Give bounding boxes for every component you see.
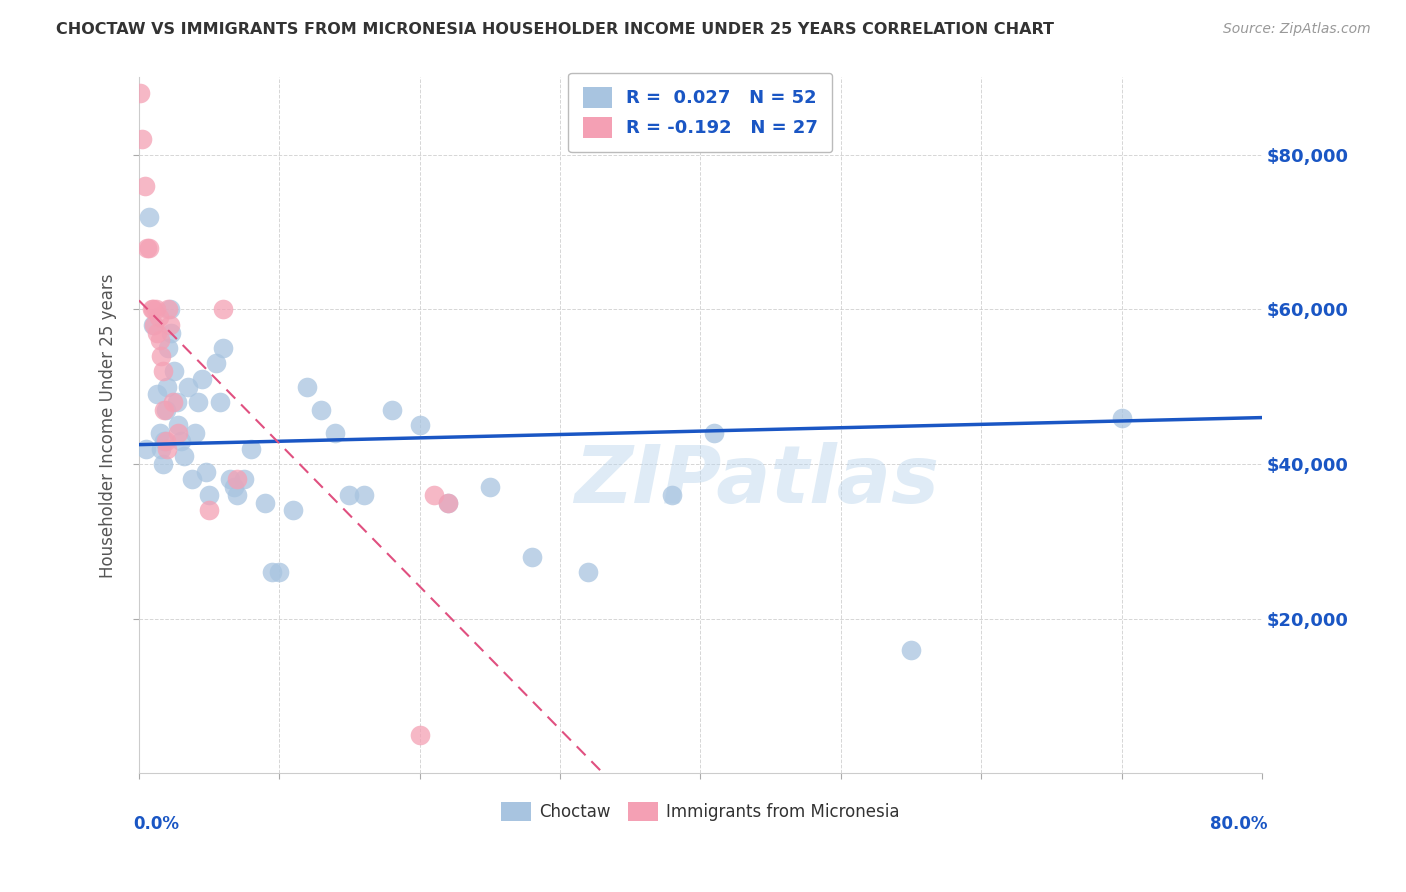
Point — [283, 503, 305, 517]
Point — [156, 379, 179, 393]
Point — [325, 425, 347, 440]
Point — [149, 333, 172, 347]
Point — [148, 310, 170, 324]
Point — [226, 472, 249, 486]
Point — [155, 434, 177, 448]
Point — [156, 442, 179, 456]
Point — [422, 488, 444, 502]
Point — [205, 356, 228, 370]
Point — [152, 364, 174, 378]
Y-axis label: Householder Income Under 25 years: Householder Income Under 25 years — [100, 273, 117, 577]
Legend: Choctaw, Immigrants from Micronesia: Choctaw, Immigrants from Micronesia — [495, 795, 907, 828]
Point — [152, 457, 174, 471]
Point — [226, 488, 249, 502]
Point — [135, 442, 157, 456]
Point — [146, 387, 169, 401]
Point — [145, 302, 167, 317]
Point — [212, 302, 235, 317]
Point — [142, 318, 165, 332]
Point — [160, 326, 183, 340]
Point — [153, 402, 176, 417]
Point — [576, 565, 599, 579]
Point — [143, 318, 166, 332]
Point — [150, 349, 173, 363]
Point — [212, 341, 235, 355]
Point — [224, 480, 246, 494]
Point — [162, 395, 184, 409]
Point — [167, 418, 190, 433]
Point — [146, 326, 169, 340]
Point — [166, 395, 188, 409]
Point — [311, 402, 333, 417]
Point — [661, 488, 683, 502]
Point — [254, 495, 277, 509]
Point — [134, 178, 156, 193]
Point — [157, 341, 180, 355]
Point — [150, 442, 173, 456]
Point — [408, 418, 430, 433]
Text: CHOCTAW VS IMMIGRANTS FROM MICRONESIA HOUSEHOLDER INCOME UNDER 25 YEARS CORRELAT: CHOCTAW VS IMMIGRANTS FROM MICRONESIA HO… — [56, 22, 1054, 37]
Point — [262, 565, 284, 579]
Point — [240, 442, 263, 456]
Text: 0.0%: 0.0% — [134, 815, 180, 833]
Point — [181, 472, 204, 486]
Text: Source: ZipAtlas.com: Source: ZipAtlas.com — [1223, 22, 1371, 37]
Point — [149, 425, 172, 440]
Point — [155, 402, 177, 417]
Point — [408, 727, 430, 741]
Point — [297, 379, 319, 393]
Point — [269, 565, 291, 579]
Point — [381, 402, 404, 417]
Point — [353, 488, 375, 502]
Point — [159, 302, 181, 317]
Point — [520, 549, 543, 564]
Point — [478, 480, 501, 494]
Point — [703, 425, 725, 440]
Point — [138, 210, 160, 224]
Point — [219, 472, 242, 486]
Point — [191, 372, 214, 386]
Point — [436, 495, 458, 509]
Point — [163, 364, 186, 378]
Point — [900, 642, 922, 657]
Point — [170, 434, 193, 448]
Point — [233, 472, 256, 486]
Point — [142, 302, 165, 317]
Point — [436, 495, 458, 509]
Point — [136, 240, 159, 254]
Text: 80.0%: 80.0% — [1211, 815, 1268, 833]
Point — [195, 465, 218, 479]
Point — [173, 449, 195, 463]
Point — [184, 425, 207, 440]
Point — [167, 425, 190, 440]
Point — [339, 488, 361, 502]
Point — [129, 86, 152, 100]
Point — [159, 318, 181, 332]
Point — [209, 395, 232, 409]
Point — [153, 434, 176, 448]
Point — [141, 302, 163, 317]
Point — [198, 488, 221, 502]
Point — [157, 302, 180, 317]
Point — [198, 503, 221, 517]
Point — [131, 132, 153, 146]
Point — [138, 240, 160, 254]
Point — [187, 395, 209, 409]
Point — [177, 379, 200, 393]
Point — [1111, 410, 1133, 425]
Text: ZIPatlas: ZIPatlas — [574, 442, 939, 520]
